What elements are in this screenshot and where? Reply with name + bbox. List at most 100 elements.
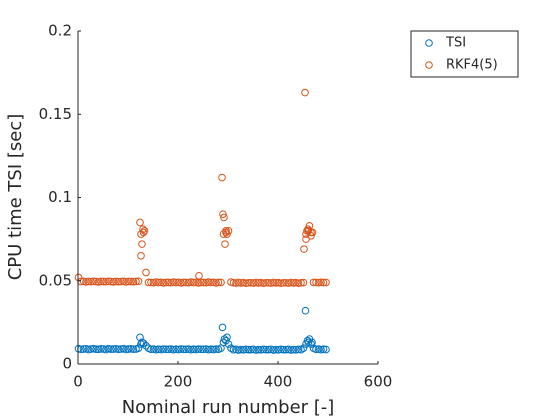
y-tick-label: 0.05 [39,271,72,289]
data-point [179,278,188,287]
data-point [242,345,250,354]
data-point [109,345,118,353]
data-point [164,278,173,287]
data-point [214,278,223,287]
data-point [117,345,125,353]
data-point [138,338,146,347]
x-tick-label: 200 [164,373,193,391]
data-point [299,278,308,287]
data-point [282,278,290,287]
legend-box [410,30,519,78]
data-point [97,345,105,353]
data-point [142,268,150,277]
data-point [308,228,317,237]
data-point [247,278,255,287]
data-point [92,277,100,286]
x-axis-label: Nominal run number [-] [122,397,335,418]
data-point [194,345,203,353]
data-point [124,277,133,286]
data-point [319,345,328,353]
data-point [127,345,135,353]
data-point [308,338,316,347]
data-point [220,213,228,222]
y-tick-label: 0.2 [48,22,72,40]
data-point [254,279,263,287]
data-point [272,345,280,354]
y-tick-label: 0.1 [48,188,72,206]
data-point [199,345,208,354]
data-point [139,228,148,237]
data-point [84,277,93,286]
data-point [297,278,305,287]
data-point [197,278,205,287]
data-point [147,278,155,287]
data-point [189,345,198,353]
data-point [177,345,185,353]
data-point [139,225,147,233]
data-point [305,222,314,230]
data-point [154,345,163,353]
data-point [279,345,288,354]
y-tick-label: 0 [62,355,72,373]
data-point [244,278,253,287]
y-axis-label: CPU time TSI [sec] [5,114,26,281]
data-point [264,345,273,354]
data-point [237,279,245,287]
data-point [312,345,320,354]
data-point [172,345,180,353]
data-point [114,345,123,354]
data-point [104,277,113,286]
data-point [136,333,144,342]
data-point [79,345,88,353]
data-point [303,336,312,345]
data-point [222,227,230,235]
data-point [317,278,325,287]
data-point [212,345,220,353]
data-point [282,345,290,354]
data-point [309,278,318,287]
legend-label: RKF4(5) [446,58,498,73]
data-point [139,339,148,347]
data-point [254,345,263,354]
data-point [195,271,203,280]
data-point [99,277,108,286]
data-point [134,277,143,286]
data-point [162,345,170,354]
data-point [136,218,144,227]
data-point [172,278,180,287]
data-point [319,278,328,287]
data-point [112,277,120,286]
data-point [322,278,330,287]
data-point [107,277,115,286]
data-point [300,245,308,253]
legend-label: TSI [445,36,466,51]
data-point [219,210,227,218]
legend-marker [425,39,433,47]
data-point [132,277,140,286]
legend-marker [425,61,433,69]
data-point [294,345,303,354]
data-point [229,345,238,354]
data-point [223,333,231,342]
data-point [129,345,138,353]
data-point [114,277,123,286]
data-point [182,278,190,287]
data-point [117,277,125,286]
data-point [92,345,100,353]
data-point [312,278,320,287]
data-point [89,277,98,286]
data-point [322,345,330,354]
data-point [229,278,238,287]
data-point [164,345,173,354]
data-point [218,323,227,332]
data-point [137,251,145,260]
data-point [179,345,188,354]
data-point [289,279,298,287]
data-point [87,345,95,353]
data-point [247,345,255,354]
data-point [144,278,153,287]
data-point [140,227,149,235]
data-point [301,88,309,97]
data-point [199,278,208,287]
